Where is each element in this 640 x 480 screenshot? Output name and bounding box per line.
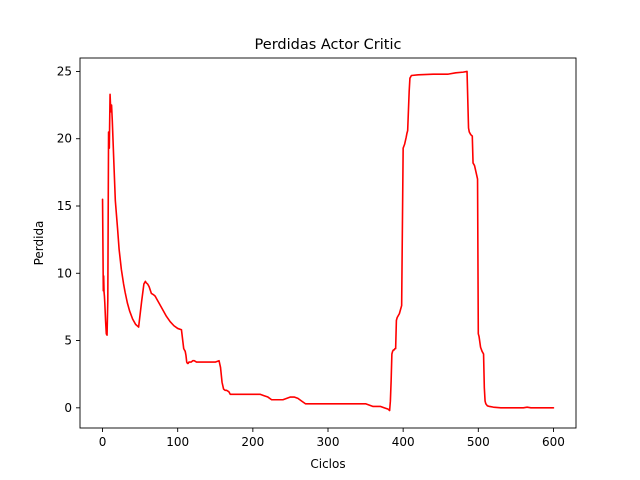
- chart-title: Perdidas Actor Critic: [255, 37, 402, 53]
- plot-area: [101, 70, 555, 412]
- x-tick-label: 300: [317, 435, 340, 449]
- x-tick-label: 400: [392, 435, 415, 449]
- x-tick-label: 200: [241, 435, 264, 449]
- y-axis: 0 5 10 15 20 25: [57, 64, 80, 415]
- y-tick-label: 0: [64, 401, 72, 415]
- y-tick-label: 25: [57, 64, 72, 78]
- x-tick-label: 0: [99, 435, 107, 449]
- y-axis-label: Perdida: [32, 221, 46, 266]
- y-tick-label: 5: [64, 334, 72, 348]
- x-tick-label: 600: [542, 435, 565, 449]
- axes-frame: [79, 57, 577, 429]
- y-tick-label: 20: [57, 132, 72, 146]
- x-axis-label: Ciclos: [310, 457, 345, 471]
- x-axis: 0 100 200 300 400 500 600: [99, 428, 565, 449]
- y-tick-label: 15: [57, 199, 72, 213]
- y-tick-label: 10: [57, 266, 72, 280]
- x-tick-label: 100: [166, 435, 189, 449]
- x-tick-label: 500: [467, 435, 490, 449]
- series-line: [101, 70, 555, 412]
